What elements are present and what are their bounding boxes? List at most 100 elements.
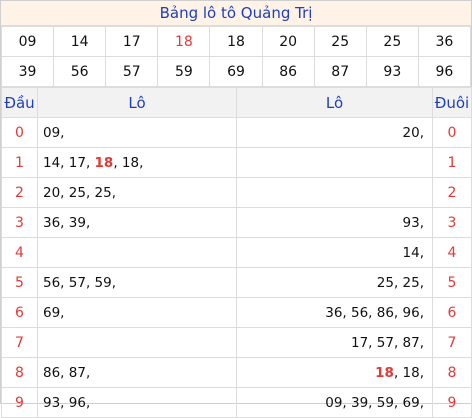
number-cell: 39 [0, 56, 55, 87]
number-cell: 69 [209, 56, 263, 87]
lo-text: 36, 56, 86, 96, [325, 304, 424, 321]
number-cell: 59 [157, 56, 211, 87]
dau-value: 6 [15, 304, 24, 321]
lo-text: 25, 25, [376, 274, 424, 291]
table-row: 8 86, 87, 18, 18, 8 [1, 357, 472, 388]
number-cell: 86 [261, 56, 315, 87]
lo-text: 14, 17, [43, 154, 95, 171]
dau-value: 7 [15, 334, 24, 351]
duoi-value: 9 [447, 394, 457, 411]
lo-right-cell: 09, 39, 59, 69, [236, 387, 433, 418]
duoi-value: 1 [447, 154, 457, 171]
number-cell: 09 [0, 26, 55, 57]
dau-value: 8 [15, 364, 24, 381]
dau-cell: 6 [1, 297, 38, 328]
numbers-row-2: 39 56 57 59 69 86 87 93 96 [0, 56, 472, 87]
number-cell: 57 [105, 56, 159, 87]
lo-left-cell: 69, [37, 297, 237, 328]
number-cell: 96 [417, 56, 472, 87]
table-row: 9 93, 96, 09, 39, 59, 69, 9 [1, 387, 472, 418]
header-dau: Đầu [1, 87, 38, 118]
header-row: Đầu Lô Lô Đuôi [1, 87, 472, 118]
lo-text: 69, [43, 304, 65, 321]
lo-left-cell: 93, 96, [37, 387, 237, 418]
number-cell: 25 [365, 26, 419, 57]
lo-text: 36, 39, [43, 214, 91, 231]
duoi-cell: 5 [432, 267, 472, 298]
dau-cell: 4 [1, 237, 38, 268]
lo-right-cell [236, 177, 433, 208]
dau-cell: 1 [1, 147, 38, 178]
lo-left-cell: 20, 25, 25, [37, 177, 237, 208]
lo-left-cell [37, 237, 237, 268]
lo-left-cell [37, 327, 237, 358]
duoi-value: 4 [447, 244, 457, 261]
dau-cell: 8 [1, 357, 38, 388]
number-cell: 93 [365, 56, 419, 87]
header-duoi: Đuôi [432, 87, 472, 118]
dau-cell: 9 [1, 387, 38, 418]
dau-value: 2 [15, 184, 24, 201]
dau-cell: 7 [1, 327, 38, 358]
number-cell: 56 [53, 56, 107, 87]
lo-left-cell: 09, [37, 117, 237, 148]
lo-text: , 18, [393, 364, 424, 381]
lo-text: 86, 87, [43, 364, 91, 381]
lo-text: , 18, [113, 154, 144, 171]
duoi-value: 0 [447, 124, 457, 141]
duoi-cell: 2 [432, 177, 472, 208]
table-row: 0 09, 20, 0 [1, 117, 472, 148]
table-row: 7 17, 57, 87, 7 [1, 327, 472, 358]
dau-value: 1 [15, 154, 24, 171]
number-cell: 20 [261, 26, 315, 57]
lo-text: 17, 57, 87, [351, 334, 424, 351]
duoi-cell: 0 [432, 117, 472, 148]
dau-value: 0 [15, 124, 24, 141]
table-title: Bảng lô tô Quảng Trị [1, 1, 471, 26]
header-lo-left: Lô [37, 87, 237, 118]
duoi-value: 7 [447, 334, 457, 351]
dau-duoi-table: Đầu Lô Lô Đuôi 0 09, 20, 0 1 14, 17, 18, 18, 1… [1, 87, 472, 418]
lo-right-cell: 25, 25, [236, 267, 433, 298]
duoi-cell: 7 [432, 327, 472, 358]
dau-value: 5 [15, 274, 24, 291]
lo-text: 20, [402, 124, 424, 141]
lo-highlight: 18 [94, 154, 114, 171]
dau-cell: 0 [1, 117, 38, 148]
duoi-cell: 8 [432, 357, 472, 388]
lo-text: 56, 57, 59, [43, 274, 116, 291]
lo-right-cell: 17, 57, 87, [236, 327, 433, 358]
table-row: 5 56, 57, 59, 25, 25, 5 [1, 267, 472, 298]
duoi-cell: 9 [432, 387, 472, 418]
duoi-cell: 4 [432, 237, 472, 268]
dau-cell: 2 [1, 177, 38, 208]
lo-text: 93, [402, 214, 424, 231]
lo-left-cell: 36, 39, [37, 207, 237, 238]
dau-cell: 3 [1, 207, 38, 238]
table-row: 2 20, 25, 25, 2 [1, 177, 472, 208]
dau-cell: 5 [1, 267, 38, 298]
table-row: 6 69, 36, 56, 86, 96, 6 [1, 297, 472, 328]
number-cell: 18 [209, 26, 263, 57]
number-cell: 36 [417, 26, 472, 57]
number-cell: 87 [313, 56, 367, 87]
table-row: 3 36, 39, 93, 3 [1, 207, 472, 238]
lo-left-cell: 86, 87, [37, 357, 237, 388]
lo-left-cell: 14, 17, 18, 18, [37, 147, 237, 178]
duoi-cell: 1 [432, 147, 472, 178]
lo-right-cell: 93, [236, 207, 433, 238]
lo-right-cell: 18, 18, [236, 357, 433, 388]
number-cell: 25 [313, 26, 367, 57]
lo-left-cell: 56, 57, 59, [37, 267, 237, 298]
lo-right-cell: 14, [236, 237, 433, 268]
duoi-value: 3 [447, 214, 457, 231]
lo-text: 09, [43, 124, 65, 141]
table-row: 4 14, 4 [1, 237, 472, 268]
lo-right-cell: 36, 56, 86, 96, [236, 297, 433, 328]
duoi-value: 2 [447, 184, 457, 201]
number-cell-highlight: 18 [157, 26, 211, 57]
dau-value: 3 [15, 214, 24, 231]
lo-text: 14, [402, 244, 424, 261]
duoi-cell: 3 [432, 207, 472, 238]
